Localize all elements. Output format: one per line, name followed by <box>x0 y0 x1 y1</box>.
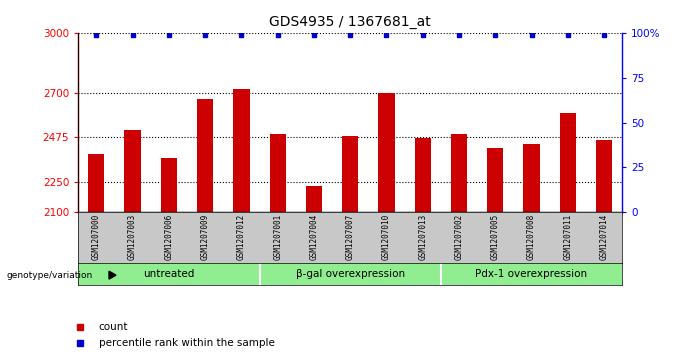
Text: GSM1207014: GSM1207014 <box>600 213 609 260</box>
Text: genotype/variation: genotype/variation <box>7 271 93 280</box>
Polygon shape <box>109 271 116 279</box>
Text: GSM1207006: GSM1207006 <box>165 213 173 260</box>
Text: GSM1207004: GSM1207004 <box>309 213 318 260</box>
Bar <box>596 140 612 212</box>
Bar <box>342 136 358 212</box>
Text: GSM1207010: GSM1207010 <box>382 213 391 260</box>
Text: GSM1207013: GSM1207013 <box>418 213 427 260</box>
Bar <box>197 99 214 212</box>
Text: GSM1207005: GSM1207005 <box>491 213 500 260</box>
Bar <box>451 135 467 212</box>
Text: untreated: untreated <box>143 269 194 279</box>
Text: GSM1207009: GSM1207009 <box>201 213 209 260</box>
Bar <box>560 113 576 212</box>
Text: GSM1207011: GSM1207011 <box>563 213 573 260</box>
Bar <box>415 139 431 212</box>
Text: GSM1207012: GSM1207012 <box>237 213 246 260</box>
Text: β-gal overexpression: β-gal overexpression <box>296 269 405 279</box>
Text: count: count <box>99 322 128 332</box>
Bar <box>233 89 250 212</box>
Bar <box>160 159 177 212</box>
Title: GDS4935 / 1367681_at: GDS4935 / 1367681_at <box>269 15 431 29</box>
Bar <box>124 131 141 212</box>
Text: Pdx-1 overexpression: Pdx-1 overexpression <box>475 269 588 279</box>
Bar <box>88 155 105 212</box>
Text: GSM1207003: GSM1207003 <box>128 213 137 260</box>
Bar <box>487 148 503 212</box>
Text: GSM1207002: GSM1207002 <box>454 213 464 260</box>
Bar <box>269 135 286 212</box>
Text: GSM1207000: GSM1207000 <box>92 213 101 260</box>
Text: GSM1207001: GSM1207001 <box>273 213 282 260</box>
Bar <box>378 93 394 212</box>
Bar <box>524 144 540 212</box>
Text: GSM1207008: GSM1207008 <box>527 213 536 260</box>
Text: GSM1207007: GSM1207007 <box>345 213 355 260</box>
Bar <box>306 187 322 212</box>
Text: percentile rank within the sample: percentile rank within the sample <box>99 338 275 348</box>
